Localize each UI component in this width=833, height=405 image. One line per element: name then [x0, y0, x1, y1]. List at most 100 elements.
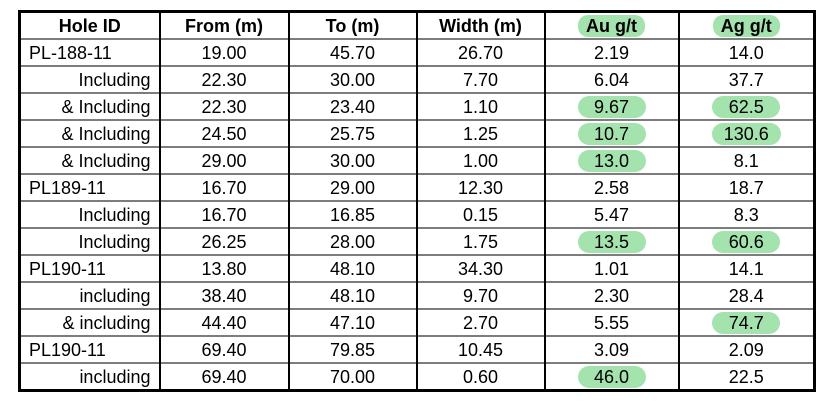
ag-grade-cell: 37.7 — [677, 65, 815, 93]
width-cell: 1.10 — [415, 92, 545, 120]
ag-grade-cell: 74.7 — [677, 308, 815, 336]
width-cell: 0.15 — [415, 200, 545, 228]
au-grade-cell: 2.30 — [543, 281, 679, 309]
header-row: Hole ID From (m) To (m) Width (m) Au g/t Ag g… — [18, 10, 815, 39]
col-header-hole-id: Hole ID — [18, 10, 160, 39]
table-row: & Including 22.30 23.40 1.10 9.67 62.5 — [18, 92, 815, 120]
table-row: & Including 29.00 30.00 1.00 13.0 8.1 — [18, 146, 815, 174]
to-cell: 45.70 — [287, 38, 417, 66]
from-cell: 13.80 — [158, 254, 289, 282]
table-row: including 69.40 70.00 0.60 46.0 22.5 — [18, 362, 815, 391]
width-cell: 26.70 — [415, 38, 545, 66]
au-grade-cell: 3.09 — [543, 335, 679, 363]
from-cell: 69.40 — [158, 362, 289, 391]
col-header-from-m: From (m) — [158, 10, 289, 39]
table-row: Including 16.70 16.85 0.15 5.47 8.3 — [18, 200, 815, 228]
to-cell: 48.10 — [287, 254, 417, 282]
table-row: PL189-11 16.70 29.00 12.30 2.58 18.7 — [18, 173, 815, 201]
hole-id-cell: including — [18, 281, 160, 309]
width-cell: 1.75 — [415, 227, 545, 255]
table-row: including 38.40 48.10 9.70 2.30 28.4 — [18, 281, 815, 309]
highlight-pill: 13.0 — [577, 149, 646, 172]
highlight-pill: 13.5 — [577, 230, 646, 253]
au-grade-cell: 1.01 — [543, 254, 679, 282]
from-cell: 29.00 — [158, 146, 289, 174]
from-cell: 26.25 — [158, 227, 289, 255]
au-grade-cell: 46.0 — [543, 362, 679, 391]
au-grade-cell: 2.58 — [543, 173, 679, 201]
drill-results-table: Hole ID From (m) To (m) Width (m) Au g/t Ag g… — [18, 10, 816, 392]
width-cell: 0.60 — [415, 362, 545, 391]
col-header-ag-g-t: Ag g/t — [677, 10, 815, 39]
ag-grade-cell: 8.1 — [677, 146, 815, 174]
hole-id-cell: PL190-11 — [18, 254, 160, 282]
table-row: PL190-11 13.80 48.10 34.30 1.01 14.1 — [18, 254, 815, 282]
width-cell: 12.30 — [415, 173, 545, 201]
from-cell: 16.70 — [158, 173, 289, 201]
hole-id-cell: & Including — [18, 119, 160, 147]
width-cell: 1.00 — [415, 146, 545, 174]
highlight-pill: 46.0 — [577, 365, 646, 388]
hole-id-cell: including — [18, 362, 160, 391]
ag-grade-cell: 18.7 — [677, 173, 815, 201]
hole-id-cell: & including — [18, 308, 160, 336]
width-cell: 34.30 — [415, 254, 545, 282]
au-grade-cell: 10.7 — [543, 119, 679, 147]
to-cell: 28.00 — [287, 227, 417, 255]
to-cell: 70.00 — [287, 362, 417, 391]
au-grade-cell: 5.47 — [543, 200, 679, 228]
to-cell: 48.10 — [287, 281, 417, 309]
hole-id-cell: PL190-11 — [18, 335, 160, 363]
table-row: Including 22.30 30.00 7.70 6.04 37.7 — [18, 65, 815, 93]
au-grade-cell: 2.19 — [543, 38, 679, 66]
width-cell: 10.45 — [415, 335, 545, 363]
highlight-pill: 60.6 — [712, 230, 781, 253]
ag-grade-cell: 14.1 — [677, 254, 815, 282]
highlight-pill: 62.5 — [712, 95, 781, 118]
to-cell: 29.00 — [287, 173, 417, 201]
table-row: Including 26.25 28.00 1.75 13.5 60.6 — [18, 227, 815, 255]
from-cell: 38.40 — [158, 281, 289, 309]
from-cell: 22.30 — [158, 65, 289, 93]
to-cell: 47.10 — [287, 308, 417, 336]
from-cell: 69.40 — [158, 335, 289, 363]
au-grade-cell: 13.0 — [543, 146, 679, 174]
highlight-pill: 74.7 — [712, 311, 781, 334]
table-row: & Including 24.50 25.75 1.25 10.7 130.6 — [18, 119, 815, 147]
from-cell: 16.70 — [158, 200, 289, 228]
ag-grade-cell: 8.3 — [677, 200, 815, 228]
width-cell: 7.70 — [415, 65, 545, 93]
to-cell: 79.85 — [287, 335, 417, 363]
hole-id-cell: Including — [18, 65, 160, 93]
from-cell: 22.30 — [158, 92, 289, 120]
col-header-width-m: Width (m) — [415, 10, 545, 39]
ag-grade-cell: 28.4 — [677, 281, 815, 309]
au-grade-cell: 5.55 — [543, 308, 679, 336]
ag-grade-cell: 130.6 — [677, 119, 815, 147]
hole-id-cell: Including — [18, 227, 160, 255]
highlight-pill: 130.6 — [711, 122, 781, 145]
hole-id-cell: & Including — [18, 92, 160, 120]
hole-id-cell: PL189-11 — [18, 173, 160, 201]
table-row: PL-188-11 19.00 45.70 26.70 2.19 14.0 — [18, 38, 815, 66]
col-header-au-g-t: Au g/t — [543, 10, 679, 39]
ag-grade-cell: 60.6 — [677, 227, 815, 255]
from-cell: 19.00 — [158, 38, 289, 66]
width-cell: 2.70 — [415, 308, 545, 336]
au-grade-cell: 6.04 — [543, 65, 679, 93]
width-cell: 1.25 — [415, 119, 545, 147]
table-row: & including 44.40 47.10 2.70 5.55 74.7 — [18, 308, 815, 336]
from-cell: 24.50 — [158, 119, 289, 147]
highlight-pill: Au g/t — [578, 14, 645, 37]
highlight-pill: 10.7 — [577, 122, 646, 145]
hole-id-cell: Including — [18, 200, 160, 228]
to-cell: 23.40 — [287, 92, 417, 120]
width-cell: 9.70 — [415, 281, 545, 309]
to-cell: 30.00 — [287, 146, 417, 174]
ag-grade-cell: 62.5 — [677, 92, 815, 120]
au-grade-cell: 9.67 — [543, 92, 679, 120]
au-grade-cell: 13.5 — [543, 227, 679, 255]
to-cell: 16.85 — [287, 200, 417, 228]
table-row: PL190-11 69.40 79.85 10.45 3.09 2.09 — [18, 335, 815, 363]
ag-grade-cell: 14.0 — [677, 38, 815, 66]
